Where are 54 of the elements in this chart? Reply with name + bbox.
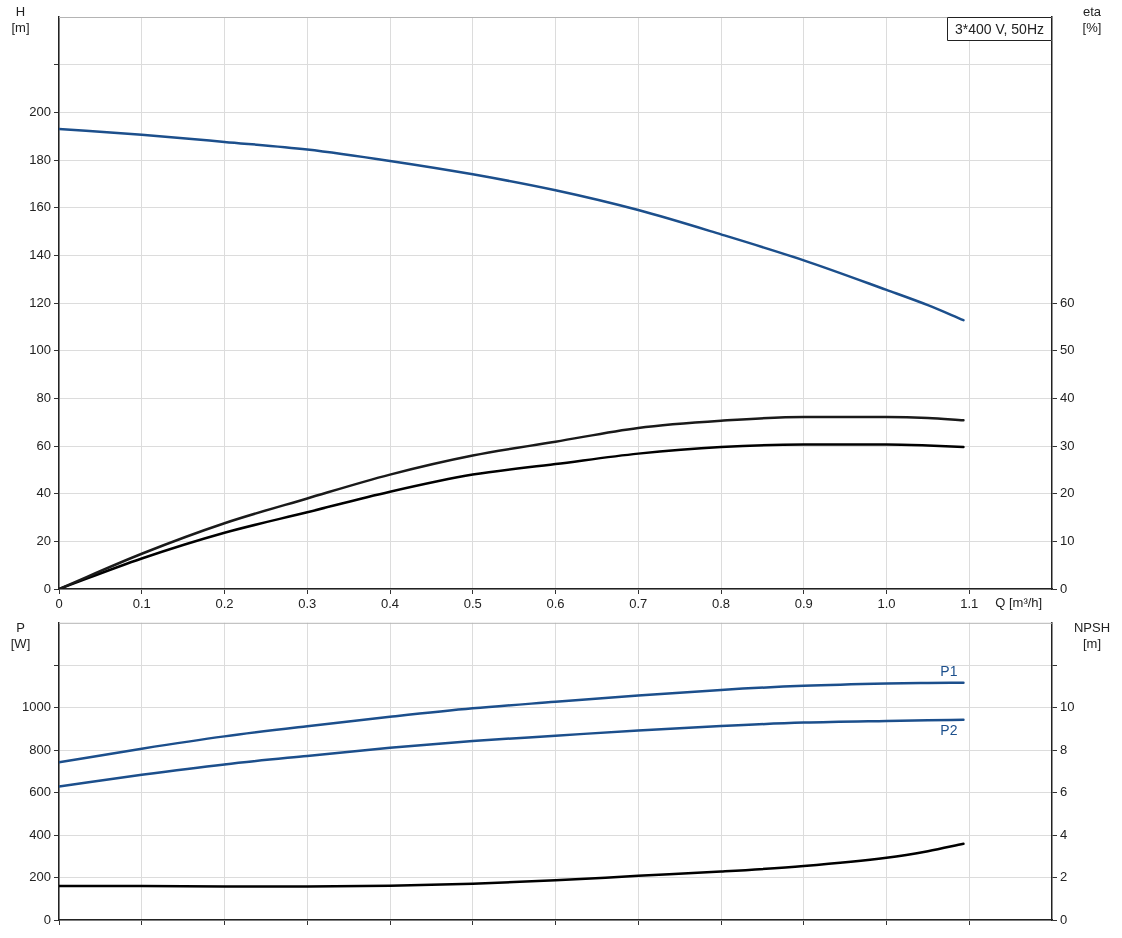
y-axis-title: H [m] bbox=[11, 3, 30, 35]
x-axis-title: Q [m³/h] bbox=[995, 594, 1043, 610]
y-tick-label: 20 bbox=[36, 532, 51, 548]
y-tick-label: 600 bbox=[29, 784, 51, 800]
annotation: 3*400 V, 50Hz bbox=[955, 20, 1044, 37]
y2-tick-label: 50 bbox=[1060, 342, 1075, 358]
y2-tick-label: 10 bbox=[1060, 699, 1075, 715]
x-tick-label: 0.1 bbox=[132, 596, 151, 612]
y-tick-label: 1000 bbox=[22, 699, 51, 715]
y-tick-label: 200 bbox=[29, 869, 51, 885]
y-tick-label: 60 bbox=[36, 437, 51, 453]
y-tick-label: 800 bbox=[29, 741, 51, 757]
series-label: P2 bbox=[940, 721, 958, 738]
x-tick-label: 0.8 bbox=[711, 596, 731, 612]
y2-axis-title: eta [%] bbox=[1082, 3, 1102, 35]
y-tick-label: 100 bbox=[29, 342, 51, 358]
y-tick-label: 160 bbox=[29, 199, 51, 215]
x-tick-label: 0.9 bbox=[794, 596, 813, 612]
y2-tick-label: 6 bbox=[1060, 784, 1068, 800]
y2-tick-label: 60 bbox=[1060, 294, 1075, 310]
x-tick-label: 0.2 bbox=[215, 596, 234, 612]
x-tick-label: 0.5 bbox=[463, 596, 482, 612]
y-tick-label: 80 bbox=[36, 389, 51, 405]
x-tick-label: 0.3 bbox=[298, 596, 317, 612]
y-tick-label: 120 bbox=[29, 294, 51, 310]
y-tick-label: 400 bbox=[29, 826, 51, 842]
y2-tick-label: 30 bbox=[1060, 437, 1075, 453]
y2-tick-label: 0 bbox=[1060, 580, 1068, 596]
y-tick-label: 200 bbox=[29, 103, 51, 119]
x-tick-label: 1.0 bbox=[877, 596, 896, 612]
y-axis-title: P [W] bbox=[10, 619, 31, 651]
y2-tick-label: 20 bbox=[1060, 485, 1075, 501]
y-tick-label: 0 bbox=[43, 911, 51, 927]
y2-axis-title: NPSH [m] bbox=[1073, 619, 1111, 651]
x-tick-label: 0.6 bbox=[546, 596, 565, 612]
x-tick-label: 0.7 bbox=[629, 596, 648, 612]
y2-tick-label: 4 bbox=[1060, 826, 1068, 842]
y2-tick-label: 8 bbox=[1060, 741, 1068, 757]
y2-tick-label: 2 bbox=[1060, 869, 1068, 885]
y-tick-label: 180 bbox=[29, 151, 51, 167]
line-series bbox=[59, 681, 965, 764]
x-tick-label: 0 bbox=[55, 596, 63, 612]
series-label: P1 bbox=[940, 662, 958, 679]
x-tick-label: 0.4 bbox=[380, 596, 400, 612]
y2-tick-label: 10 bbox=[1060, 532, 1075, 548]
x-tick-label: 1.1 bbox=[960, 596, 979, 612]
y-tick-label: 40 bbox=[36, 485, 51, 501]
line-series bbox=[59, 718, 965, 788]
y2-tick-label: 40 bbox=[1060, 389, 1075, 405]
y-tick-label: 0 bbox=[43, 580, 51, 596]
line-series bbox=[59, 127, 965, 322]
y2-tick-label: 0 bbox=[1060, 911, 1068, 927]
line-series bbox=[59, 842, 965, 888]
y-tick-label: 140 bbox=[29, 246, 51, 262]
